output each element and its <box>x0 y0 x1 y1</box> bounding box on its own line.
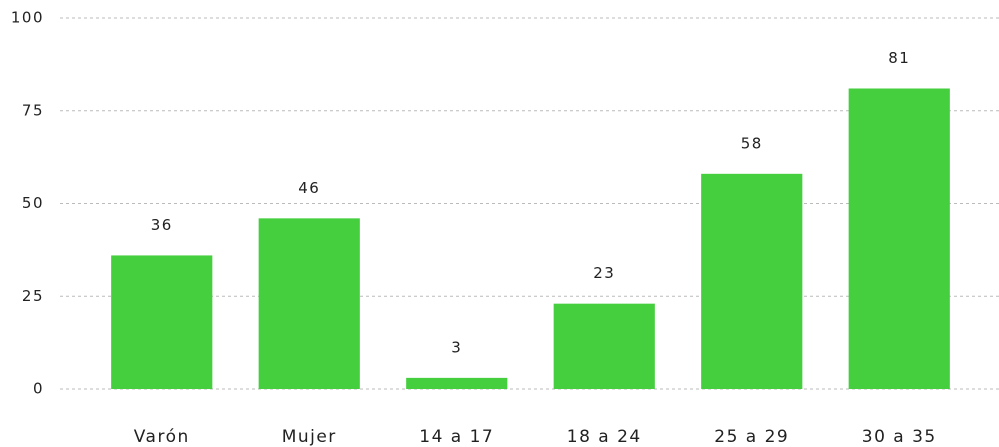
bar <box>553 303 655 389</box>
bar <box>258 218 360 389</box>
y-tick-label: 0 <box>33 380 44 398</box>
y-tick-label: 50 <box>22 194 44 212</box>
y-tick-label: 100 <box>11 9 44 27</box>
y-tick-label: 75 <box>22 101 44 119</box>
x-tick-label: 30 a 35 <box>862 427 937 447</box>
value-label: 81 <box>888 49 910 67</box>
bar <box>111 255 213 389</box>
value-label: 36 <box>151 216 173 234</box>
x-tick-label: Mujer <box>282 427 337 447</box>
bar <box>406 377 508 389</box>
x-tick-label: Varón <box>134 427 190 447</box>
y-tick-label: 25 <box>22 287 44 305</box>
x-tick-label: 14 a 17 <box>419 427 494 447</box>
value-label: 58 <box>741 134 763 152</box>
x-tick-label: 18 a 24 <box>567 427 642 447</box>
value-label: 23 <box>593 264 615 282</box>
value-label: 3 <box>451 338 462 356</box>
bar <box>848 88 950 390</box>
x-tick-label: 25 a 29 <box>714 427 789 447</box>
bar <box>701 173 803 389</box>
value-label: 46 <box>298 179 320 197</box>
